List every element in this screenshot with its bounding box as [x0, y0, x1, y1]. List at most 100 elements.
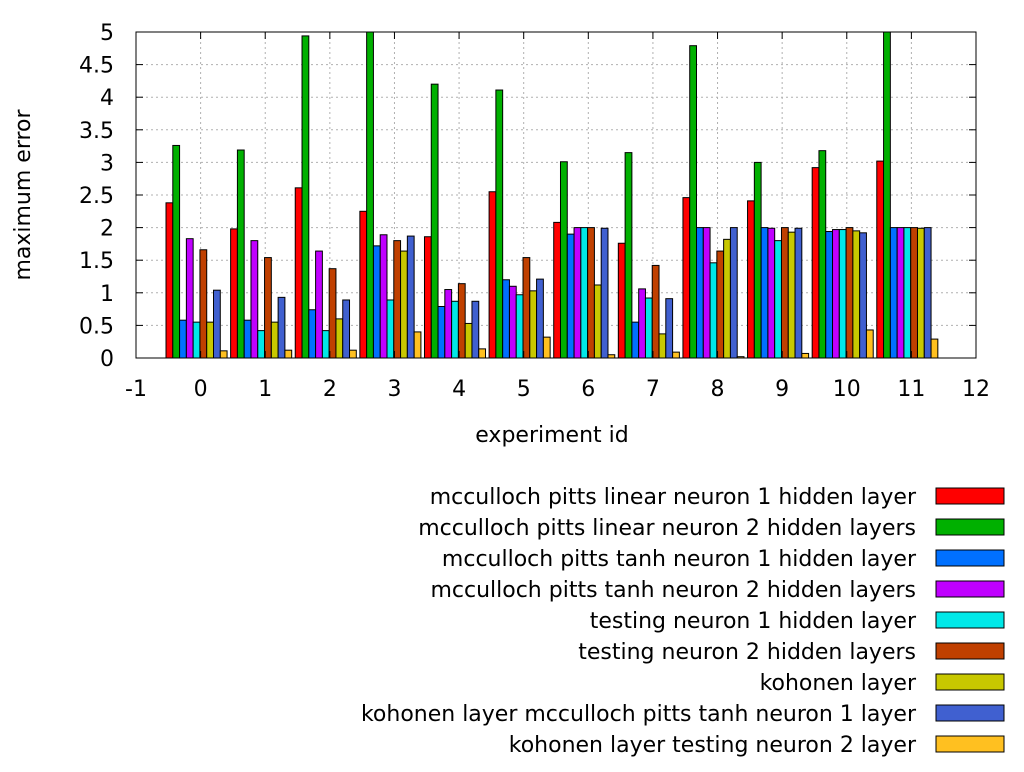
x-axis-label: experiment id — [475, 423, 628, 448]
bar — [342, 299, 351, 359]
bar — [760, 227, 769, 359]
y-tick-label: 2 — [100, 217, 114, 242]
bar — [464, 322, 473, 359]
bar — [801, 352, 810, 359]
y-tick-label: 2.5 — [79, 184, 114, 209]
axis-ticks: 00.511.522.533.544.55-1 0 1 2 3 4 5 6 7 8 9 10 11 12 — [79, 21, 990, 402]
bar — [444, 289, 453, 359]
x-tick-label: 9 — [775, 377, 789, 402]
bar — [270, 321, 279, 359]
bar — [818, 150, 827, 359]
bar — [889, 227, 898, 359]
bar — [451, 300, 459, 359]
bar — [593, 284, 602, 359]
legend-swatch — [935, 642, 1005, 660]
bar — [600, 227, 609, 359]
bar — [413, 331, 422, 359]
bar — [644, 297, 653, 359]
legend-label: kohonen layer testing neuron 2 layer — [509, 733, 917, 758]
bar — [386, 299, 395, 359]
bar — [573, 227, 582, 359]
bar — [502, 279, 510, 359]
bar — [903, 227, 912, 359]
bar — [294, 187, 303, 359]
bar — [859, 232, 867, 359]
legend-swatch — [935, 735, 1005, 753]
y-tick-label: 1 — [100, 282, 114, 307]
bar — [682, 197, 691, 359]
legend-swatch — [935, 549, 1005, 567]
bar — [243, 319, 252, 359]
bar — [916, 227, 925, 359]
legend-label: mcculloch pitts linear neuron 1 hidden l… — [430, 485, 917, 510]
bar — [553, 221, 561, 359]
bar — [359, 210, 368, 359]
y-tick-label: 0 — [100, 347, 114, 372]
bar — [923, 227, 932, 359]
x-tick-label: 0 — [194, 377, 208, 402]
x-tick-label: 6 — [581, 377, 595, 402]
x-tick-label: 7 — [646, 377, 660, 402]
bar — [566, 233, 575, 359]
bar — [250, 240, 259, 359]
bar — [825, 231, 834, 359]
y-tick-label: 1.5 — [79, 249, 114, 274]
bar — [335, 318, 344, 359]
bar — [536, 278, 544, 359]
legend-label: testing neuron 2 hidden layers — [578, 640, 916, 665]
bar — [471, 300, 480, 359]
bar — [910, 227, 918, 359]
bar — [559, 161, 568, 359]
bar — [729, 227, 738, 359]
bar — [213, 289, 221, 359]
x-tick-label: 12 — [962, 377, 990, 402]
bar — [192, 321, 201, 359]
y-tick-label: 5 — [100, 21, 114, 46]
bar — [794, 227, 803, 359]
bar — [672, 351, 680, 359]
legend-swatch — [935, 487, 1005, 505]
bar — [406, 235, 415, 359]
bar — [515, 294, 524, 359]
bar — [631, 321, 640, 359]
x-tick-label: 11 — [897, 377, 925, 402]
bar — [811, 167, 820, 359]
legend-label: kohonen layer mcculloch pitts tanh neuro… — [361, 702, 917, 727]
x-tick-label: 3 — [387, 377, 401, 402]
bar — [787, 231, 796, 359]
bar — [865, 329, 874, 359]
legend: mcculloch pitts linear neuron 1 hidden l… — [361, 485, 1005, 758]
bar — [301, 35, 310, 359]
bar — [349, 349, 357, 359]
bar — [199, 249, 208, 359]
bar — [709, 262, 718, 359]
bar — [723, 238, 731, 359]
bar — [651, 264, 660, 359]
bar — [277, 296, 286, 359]
bar — [400, 250, 408, 359]
bar — [393, 240, 402, 359]
bar — [284, 349, 293, 359]
legend-swatch — [935, 580, 1005, 598]
bar — [832, 229, 840, 359]
bar — [423, 236, 432, 359]
bar — [172, 144, 181, 359]
bar — [366, 31, 374, 359]
x-tick-label: 8 — [711, 377, 725, 402]
bar — [457, 283, 466, 359]
legend-swatch — [935, 518, 1005, 536]
y-tick-label: 4.5 — [79, 54, 114, 79]
bar — [206, 321, 215, 359]
legend-label: kohonen layer — [760, 671, 917, 696]
bar — [542, 336, 551, 359]
legend-swatch — [935, 673, 1005, 691]
bar — [624, 152, 633, 359]
bar — [315, 250, 323, 359]
x-tick-label: 1 — [258, 377, 272, 402]
bar — [896, 227, 905, 359]
bar — [185, 238, 194, 359]
bar — [767, 227, 776, 359]
bar — [372, 245, 381, 359]
